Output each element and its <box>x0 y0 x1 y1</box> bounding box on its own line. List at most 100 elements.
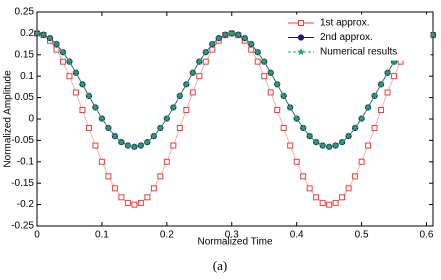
y-tick-label: 0.25 <box>15 7 35 18</box>
y-tick-label: 0.05 <box>15 92 35 103</box>
marker <box>196 73 203 80</box>
marker <box>137 199 144 206</box>
marker <box>66 73 73 80</box>
marker <box>201 48 210 56</box>
marker <box>280 124 287 131</box>
marker <box>339 194 346 201</box>
marker <box>150 185 157 192</box>
marker <box>326 201 333 208</box>
marker <box>429 30 437 39</box>
marker <box>254 58 261 65</box>
x-tick-label: 0.4 <box>290 230 304 241</box>
marker <box>157 173 164 180</box>
marker <box>378 107 385 114</box>
legend-marker <box>298 20 304 26</box>
marker <box>182 80 191 88</box>
marker <box>248 46 255 53</box>
marker <box>85 124 92 131</box>
marker <box>318 141 327 149</box>
marker <box>344 131 353 140</box>
marker <box>209 46 216 53</box>
marker <box>176 124 183 131</box>
marker <box>371 124 378 131</box>
x-tick-label: 0.5 <box>355 230 369 241</box>
legend-marker <box>297 47 305 56</box>
marker <box>253 48 262 56</box>
marker <box>286 103 295 111</box>
marker <box>273 80 282 88</box>
x-tick-label: 0.6 <box>420 230 434 241</box>
marker <box>214 33 223 42</box>
marker <box>338 137 347 146</box>
marker <box>312 137 321 146</box>
marker <box>170 142 177 149</box>
y-tick-label: -0.2 <box>17 199 35 210</box>
marker <box>123 141 132 149</box>
marker <box>91 103 100 111</box>
marker <box>300 173 307 180</box>
marker <box>208 39 217 48</box>
marker <box>162 114 171 122</box>
marker <box>365 142 372 149</box>
marker <box>52 39 61 48</box>
marker <box>240 33 249 42</box>
marker <box>131 201 138 208</box>
marker <box>364 103 373 111</box>
marker <box>188 68 197 77</box>
marker <box>299 123 308 132</box>
marker <box>202 58 209 65</box>
marker <box>234 30 243 39</box>
marker <box>189 89 196 96</box>
marker <box>319 199 326 206</box>
marker <box>384 89 391 96</box>
marker <box>72 68 80 77</box>
marker <box>313 194 320 201</box>
legend: 1st approx. 2nd approx. Numerical results <box>283 14 431 61</box>
marker <box>358 158 365 165</box>
marker <box>357 114 366 122</box>
marker <box>370 91 379 100</box>
marker <box>266 68 275 77</box>
x-tick-label: 0.1 <box>95 230 109 241</box>
marker <box>118 194 125 201</box>
marker <box>156 123 165 132</box>
marker <box>195 57 204 65</box>
marker <box>169 103 178 111</box>
marker <box>260 57 269 65</box>
marker <box>274 107 281 114</box>
caption: (a) <box>213 258 227 273</box>
legend-label: Numerical results <box>320 47 397 58</box>
marker <box>111 185 118 192</box>
marker <box>306 185 313 192</box>
y-tick-label: -0.05 <box>11 135 34 146</box>
marker <box>98 158 105 165</box>
marker <box>221 30 230 39</box>
y-tick-label: 0.1 <box>20 71 34 82</box>
marker <box>279 91 288 100</box>
marker <box>287 142 294 149</box>
marker <box>352 173 359 180</box>
marker <box>105 173 112 180</box>
legend-label: 2nd approx. <box>320 32 373 43</box>
marker <box>46 33 54 42</box>
marker <box>117 137 126 146</box>
marker <box>59 48 67 56</box>
marker <box>390 57 398 65</box>
marker <box>292 114 301 122</box>
legend-label: 1st approx. <box>320 18 369 29</box>
marker <box>383 68 392 77</box>
x-tick-label: 0.2 <box>160 230 174 241</box>
x-tick-label: 0 <box>34 230 40 241</box>
marker <box>65 57 74 65</box>
y-tick-label: 0.15 <box>15 49 35 60</box>
marker <box>391 73 398 80</box>
legend-marker <box>297 34 305 41</box>
marker <box>33 29 41 37</box>
y-tick-label: -0.25 <box>11 221 34 232</box>
marker <box>332 199 339 206</box>
y-tick-label: 0.2 <box>20 28 34 39</box>
marker <box>92 142 99 149</box>
marker <box>97 114 106 122</box>
marker <box>261 73 268 80</box>
